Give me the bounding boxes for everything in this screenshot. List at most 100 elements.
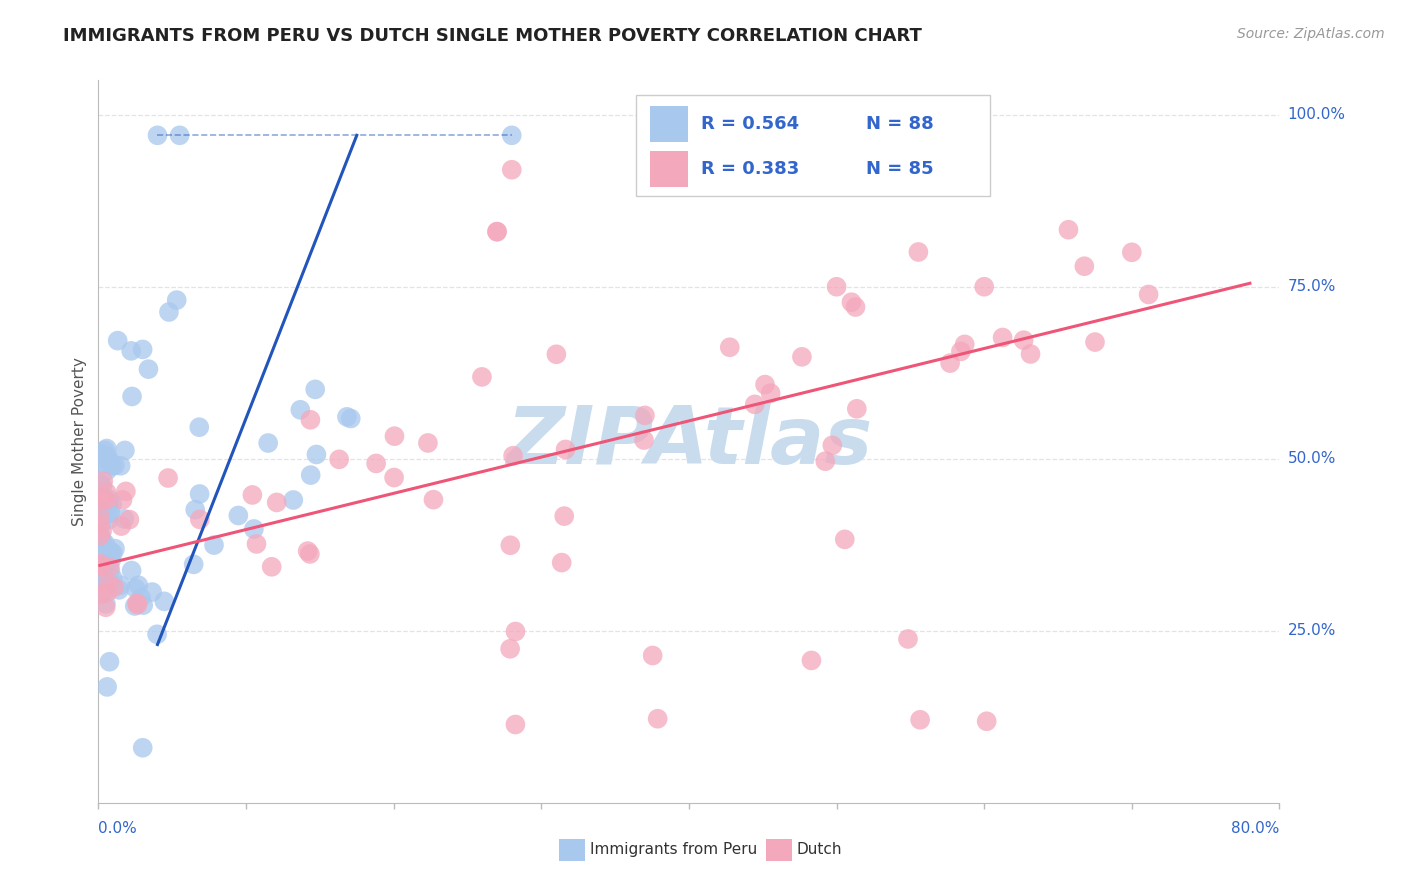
Point (297, 544, 319, 558)
Point (339, 411, 361, 425)
Point (91, 479, 114, 493)
Point (91, 474, 114, 488)
Text: 25.0%: 25.0% (1288, 624, 1336, 639)
Point (94, 597, 117, 611)
Point (115, 484, 138, 499)
Point (283, 493, 305, 508)
Point (94, 443, 117, 458)
Bar (560, 838, 585, 861)
Point (183, 558, 205, 572)
Point (108, 582, 131, 597)
Point (103, 580, 125, 594)
Point (304, 383, 326, 397)
Point (243, 522, 266, 536)
Point (382, 470, 405, 484)
Point (90, 535, 112, 549)
Point (157, 471, 180, 485)
Point (471, 370, 494, 384)
Point (93, 491, 115, 506)
Point (546, 347, 568, 361)
Point (94, 503, 117, 517)
Point (953, 337, 976, 351)
Point (305, 447, 328, 461)
Point (1073, 259, 1095, 273)
Point (257, 436, 280, 450)
Point (228, 508, 250, 523)
Point (188, 420, 211, 434)
Point (114, 443, 136, 458)
Point (157, 305, 180, 319)
Point (97, 454, 120, 468)
Text: Immigrants from Peru: Immigrants from Peru (589, 842, 756, 857)
Point (91, 567, 114, 582)
Point (169, 128, 191, 143)
Bar (636, 95, 990, 196)
Point (98, 560, 121, 574)
Point (98, 492, 121, 507)
Point (939, 356, 962, 370)
Point (97, 576, 120, 591)
Point (104, 541, 127, 556)
Point (266, 495, 288, 509)
Point (328, 452, 350, 467)
Point (132, 740, 155, 755)
Text: 50.0%: 50.0% (1288, 451, 1336, 467)
Point (641, 648, 664, 663)
Point (98, 655, 121, 669)
Point (814, 454, 837, 468)
Point (897, 632, 920, 646)
Point (93, 457, 115, 471)
Point (1137, 287, 1160, 301)
Point (153, 594, 176, 608)
Point (96, 450, 118, 464)
Point (101, 458, 124, 473)
Point (486, 225, 509, 239)
Point (416, 436, 439, 450)
Text: Dutch: Dutch (796, 842, 842, 857)
Point (94, 600, 117, 615)
Point (973, 279, 995, 293)
Point (634, 409, 657, 423)
Point (112, 512, 135, 526)
Point (100, 544, 122, 558)
Point (845, 401, 868, 416)
Point (91, 533, 114, 547)
Point (93, 509, 115, 524)
Point (502, 449, 524, 463)
Bar (650, 151, 688, 187)
Point (949, 344, 972, 359)
Point (89, 525, 111, 540)
Point (821, 438, 844, 452)
Point (89, 494, 111, 508)
Point (89, 530, 111, 544)
Point (93, 574, 115, 588)
Point (124, 599, 146, 613)
Text: 75.0%: 75.0% (1288, 279, 1336, 294)
Point (240, 488, 263, 502)
Point (1084, 334, 1107, 349)
Point (89, 517, 111, 532)
Text: R = 0.564: R = 0.564 (700, 115, 799, 133)
Point (111, 492, 134, 507)
Point (101, 546, 124, 560)
Point (89, 559, 111, 574)
Point (110, 458, 132, 473)
Text: 100.0%: 100.0% (1288, 107, 1346, 122)
Bar (650, 105, 688, 142)
Point (141, 585, 163, 599)
Point (91, 524, 114, 538)
Point (1012, 333, 1035, 347)
Point (718, 340, 741, 354)
Point (89, 493, 111, 508)
Point (121, 389, 143, 403)
Point (94, 536, 117, 550)
Point (184, 502, 207, 516)
Point (100, 553, 122, 567)
Point (91, 587, 114, 601)
Point (1121, 245, 1143, 260)
Point (759, 386, 782, 401)
Point (89, 509, 111, 524)
Text: 0.0%: 0.0% (98, 822, 138, 837)
Point (96, 464, 118, 478)
Y-axis label: Single Mother Poverty: Single Mother Poverty (72, 357, 87, 526)
